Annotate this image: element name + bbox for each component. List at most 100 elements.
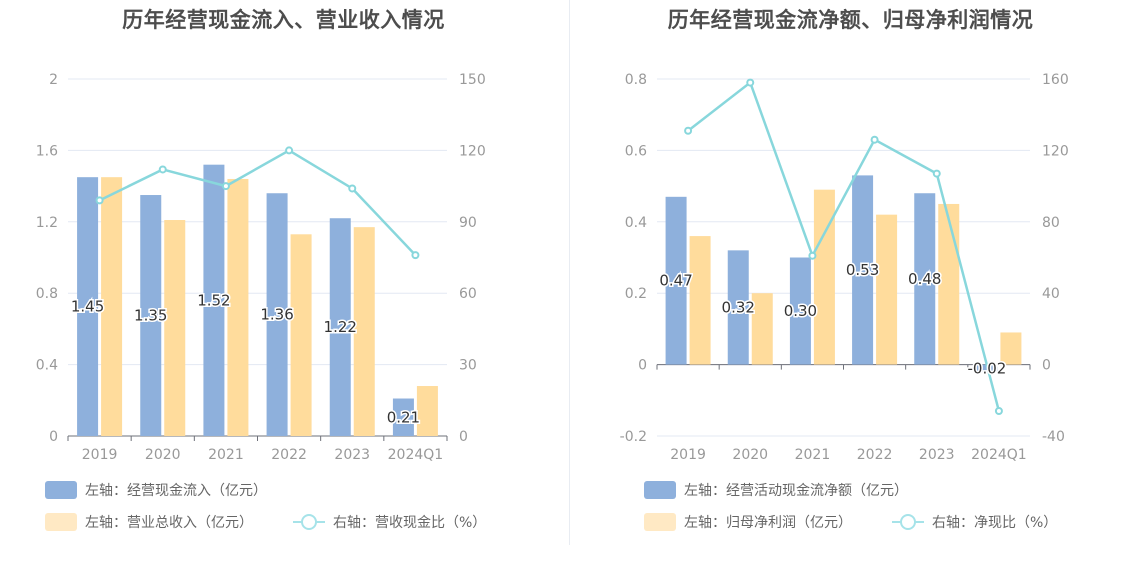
bar-primary bbox=[140, 195, 162, 436]
legend-item-net-cashflow[interactable]: 左轴：经营活动现金流净额（亿元） bbox=[644, 480, 908, 500]
legend-item-revenue[interactable]: 左轴：营业总收入（亿元） bbox=[45, 512, 253, 532]
legend-item-net-profit[interactable]: 左轴：归母净利润（亿元） bbox=[644, 512, 852, 532]
ratio-line bbox=[687, 80, 1001, 412]
bar-secondary bbox=[227, 178, 249, 436]
bar-data-label: 0.48 bbox=[908, 270, 941, 288]
legend-item-cash-ratio[interactable]: 右轴：净现比（%） bbox=[892, 512, 1057, 532]
legend-swatch-net-cashflow bbox=[644, 481, 676, 499]
bar-data-label: 1.45 bbox=[71, 298, 104, 316]
bar-secondary bbox=[751, 293, 773, 365]
right-axis-tick-label: 150 bbox=[459, 72, 486, 88]
x-axis-tick-label: 2023 bbox=[919, 447, 955, 463]
x-axis-tick-label: 2019 bbox=[670, 447, 706, 463]
bar-data-label: 0.30 bbox=[784, 302, 817, 320]
bar-secondary bbox=[164, 220, 186, 436]
right-axis-tick-label: 80 bbox=[1042, 215, 1060, 231]
right-axis-tick-label: 90 bbox=[459, 215, 477, 231]
bar-primary bbox=[203, 164, 225, 436]
legend-line-marker-icon bbox=[293, 513, 325, 531]
chart-right-plot: -0.2 -40 0 0 0.2 40 0.4 80 0.6 120 0.8 160 2019 2020 2… bbox=[620, 72, 1069, 463]
legend-swatch-revenue bbox=[45, 513, 77, 531]
bar-data-label: 0.47 bbox=[659, 272, 692, 290]
bar-primary bbox=[392, 398, 414, 436]
ratio-point bbox=[808, 251, 817, 260]
bar-data-label: 1.22 bbox=[324, 318, 357, 336]
left-axis-tick-label: 0.8 bbox=[625, 72, 647, 88]
bar-secondary bbox=[101, 177, 123, 437]
ratio-point bbox=[746, 78, 755, 87]
ratio-line bbox=[99, 148, 417, 256]
legend-swatch-inflow bbox=[45, 481, 77, 499]
right-axis-tick-label: 60 bbox=[459, 286, 477, 302]
x-axis-tick-label: 2022 bbox=[271, 447, 307, 463]
bar-primary bbox=[914, 193, 936, 365]
ratio-point bbox=[158, 165, 167, 174]
ratio-point bbox=[684, 126, 693, 135]
ratio-point bbox=[932, 169, 941, 178]
legend-label-inflow: 左轴：经营现金流入（亿元） bbox=[85, 483, 267, 499]
chart-title: 历年经营现金流净额、归母净利润情况 bbox=[667, 8, 1034, 32]
legend-swatch-net-profit bbox=[644, 513, 676, 531]
bar-primary bbox=[852, 175, 874, 365]
bar-secondary bbox=[353, 227, 375, 436]
legend-line-marker-icon bbox=[892, 513, 924, 531]
panel-divider bbox=[569, 0, 570, 545]
bar-secondary bbox=[1000, 332, 1022, 365]
ratio-point bbox=[411, 251, 420, 260]
left-axis-tick-label: -0.2 bbox=[620, 429, 647, 445]
ratio-point bbox=[994, 407, 1003, 416]
bar-secondary bbox=[416, 386, 438, 436]
left-axis-tick-label: 0 bbox=[638, 358, 647, 374]
left-axis-tick-label: 2 bbox=[49, 72, 58, 88]
legend-label-net-cashflow: 左轴：经营活动现金流净额（亿元） bbox=[684, 483, 908, 499]
right-axis-tick-label: 0 bbox=[1042, 358, 1051, 374]
x-axis-tick-label: 2024Q1 bbox=[388, 447, 444, 463]
ratio-point bbox=[348, 184, 357, 193]
bar-secondary bbox=[689, 236, 711, 365]
legend-label-cash-ratio: 右轴：净现比（%） bbox=[932, 515, 1058, 531]
x-axis-tick-label: 2020 bbox=[145, 447, 181, 463]
bar-primary bbox=[789, 257, 811, 365]
x-axis-tick-label: 2021 bbox=[208, 447, 244, 463]
left-axis-tick-label: 0.4 bbox=[625, 215, 647, 231]
chart-panel-right: 历年经营现金流净额、归母净利润情况 -0.2 -40 0 0 0.2 40 0.4 80 0.6… bbox=[567, 0, 1134, 582]
x-axis-tick-label: 2022 bbox=[857, 447, 893, 463]
bar-primary bbox=[727, 250, 749, 365]
bar-data-label: 0.32 bbox=[722, 298, 755, 316]
bar-secondary bbox=[813, 189, 835, 365]
legend-item-ratio[interactable]: 右轴：营收现金比（%） bbox=[293, 512, 486, 532]
right-axis-tick-label: 30 bbox=[459, 358, 477, 374]
left-axis-tick-label: 0 bbox=[49, 429, 58, 445]
legend-item-inflow[interactable]: 左轴：经营现金流入（亿元） bbox=[45, 480, 267, 500]
bar-secondary bbox=[876, 214, 898, 365]
chart-left-plot: 0 0 0.4 30 0.8 60 1.2 90 1.6 120 2 150 2019 2020 2021 2… bbox=[36, 72, 486, 463]
legend-label-revenue: 左轴：营业总收入（亿元） bbox=[85, 515, 253, 531]
x-axis-tick-label: 2020 bbox=[732, 447, 768, 463]
bar-data-label: 1.36 bbox=[260, 306, 293, 324]
bar-data-label: 0.21 bbox=[387, 408, 420, 426]
ratio-point bbox=[95, 196, 104, 205]
bar-data-label: 1.35 bbox=[134, 307, 167, 325]
legend-label-ratio: 右轴：营收现金比（%） bbox=[333, 515, 487, 531]
ratio-point bbox=[221, 182, 230, 191]
left-axis-tick-label: 1.2 bbox=[36, 215, 58, 231]
bar-primary bbox=[665, 196, 687, 365]
bar-primary bbox=[329, 218, 351, 436]
bar-data-label: 0.53 bbox=[846, 261, 879, 279]
left-axis-tick-label: 0.4 bbox=[36, 358, 58, 374]
left-axis-tick-label: 0.8 bbox=[36, 286, 58, 302]
legend-label-net-profit: 左轴：归母净利润（亿元） bbox=[684, 515, 852, 531]
bar-primary bbox=[266, 193, 288, 436]
left-axis-tick-label: 0.2 bbox=[625, 286, 647, 302]
x-axis-tick-label: 2023 bbox=[334, 447, 370, 463]
x-axis-tick-label: 2019 bbox=[82, 447, 118, 463]
right-axis-tick-label: 120 bbox=[1042, 143, 1069, 159]
bar-data-label: 1.52 bbox=[197, 291, 230, 309]
right-axis-tick-label: -40 bbox=[1042, 429, 1065, 445]
left-axis-tick-label: 0.6 bbox=[625, 143, 647, 159]
left-axis-tick-label: 1.6 bbox=[36, 143, 58, 159]
right-axis-tick-label: 0 bbox=[459, 429, 468, 445]
bar-secondary bbox=[290, 234, 312, 436]
x-axis-tick-label: 2024Q1 bbox=[971, 447, 1027, 463]
chart-panel-left: 历年经营现金流入、营业收入情况 0 0 0.4 30 0.8 60 1.2 90 1.6 120 2… bbox=[36, 8, 486, 532]
